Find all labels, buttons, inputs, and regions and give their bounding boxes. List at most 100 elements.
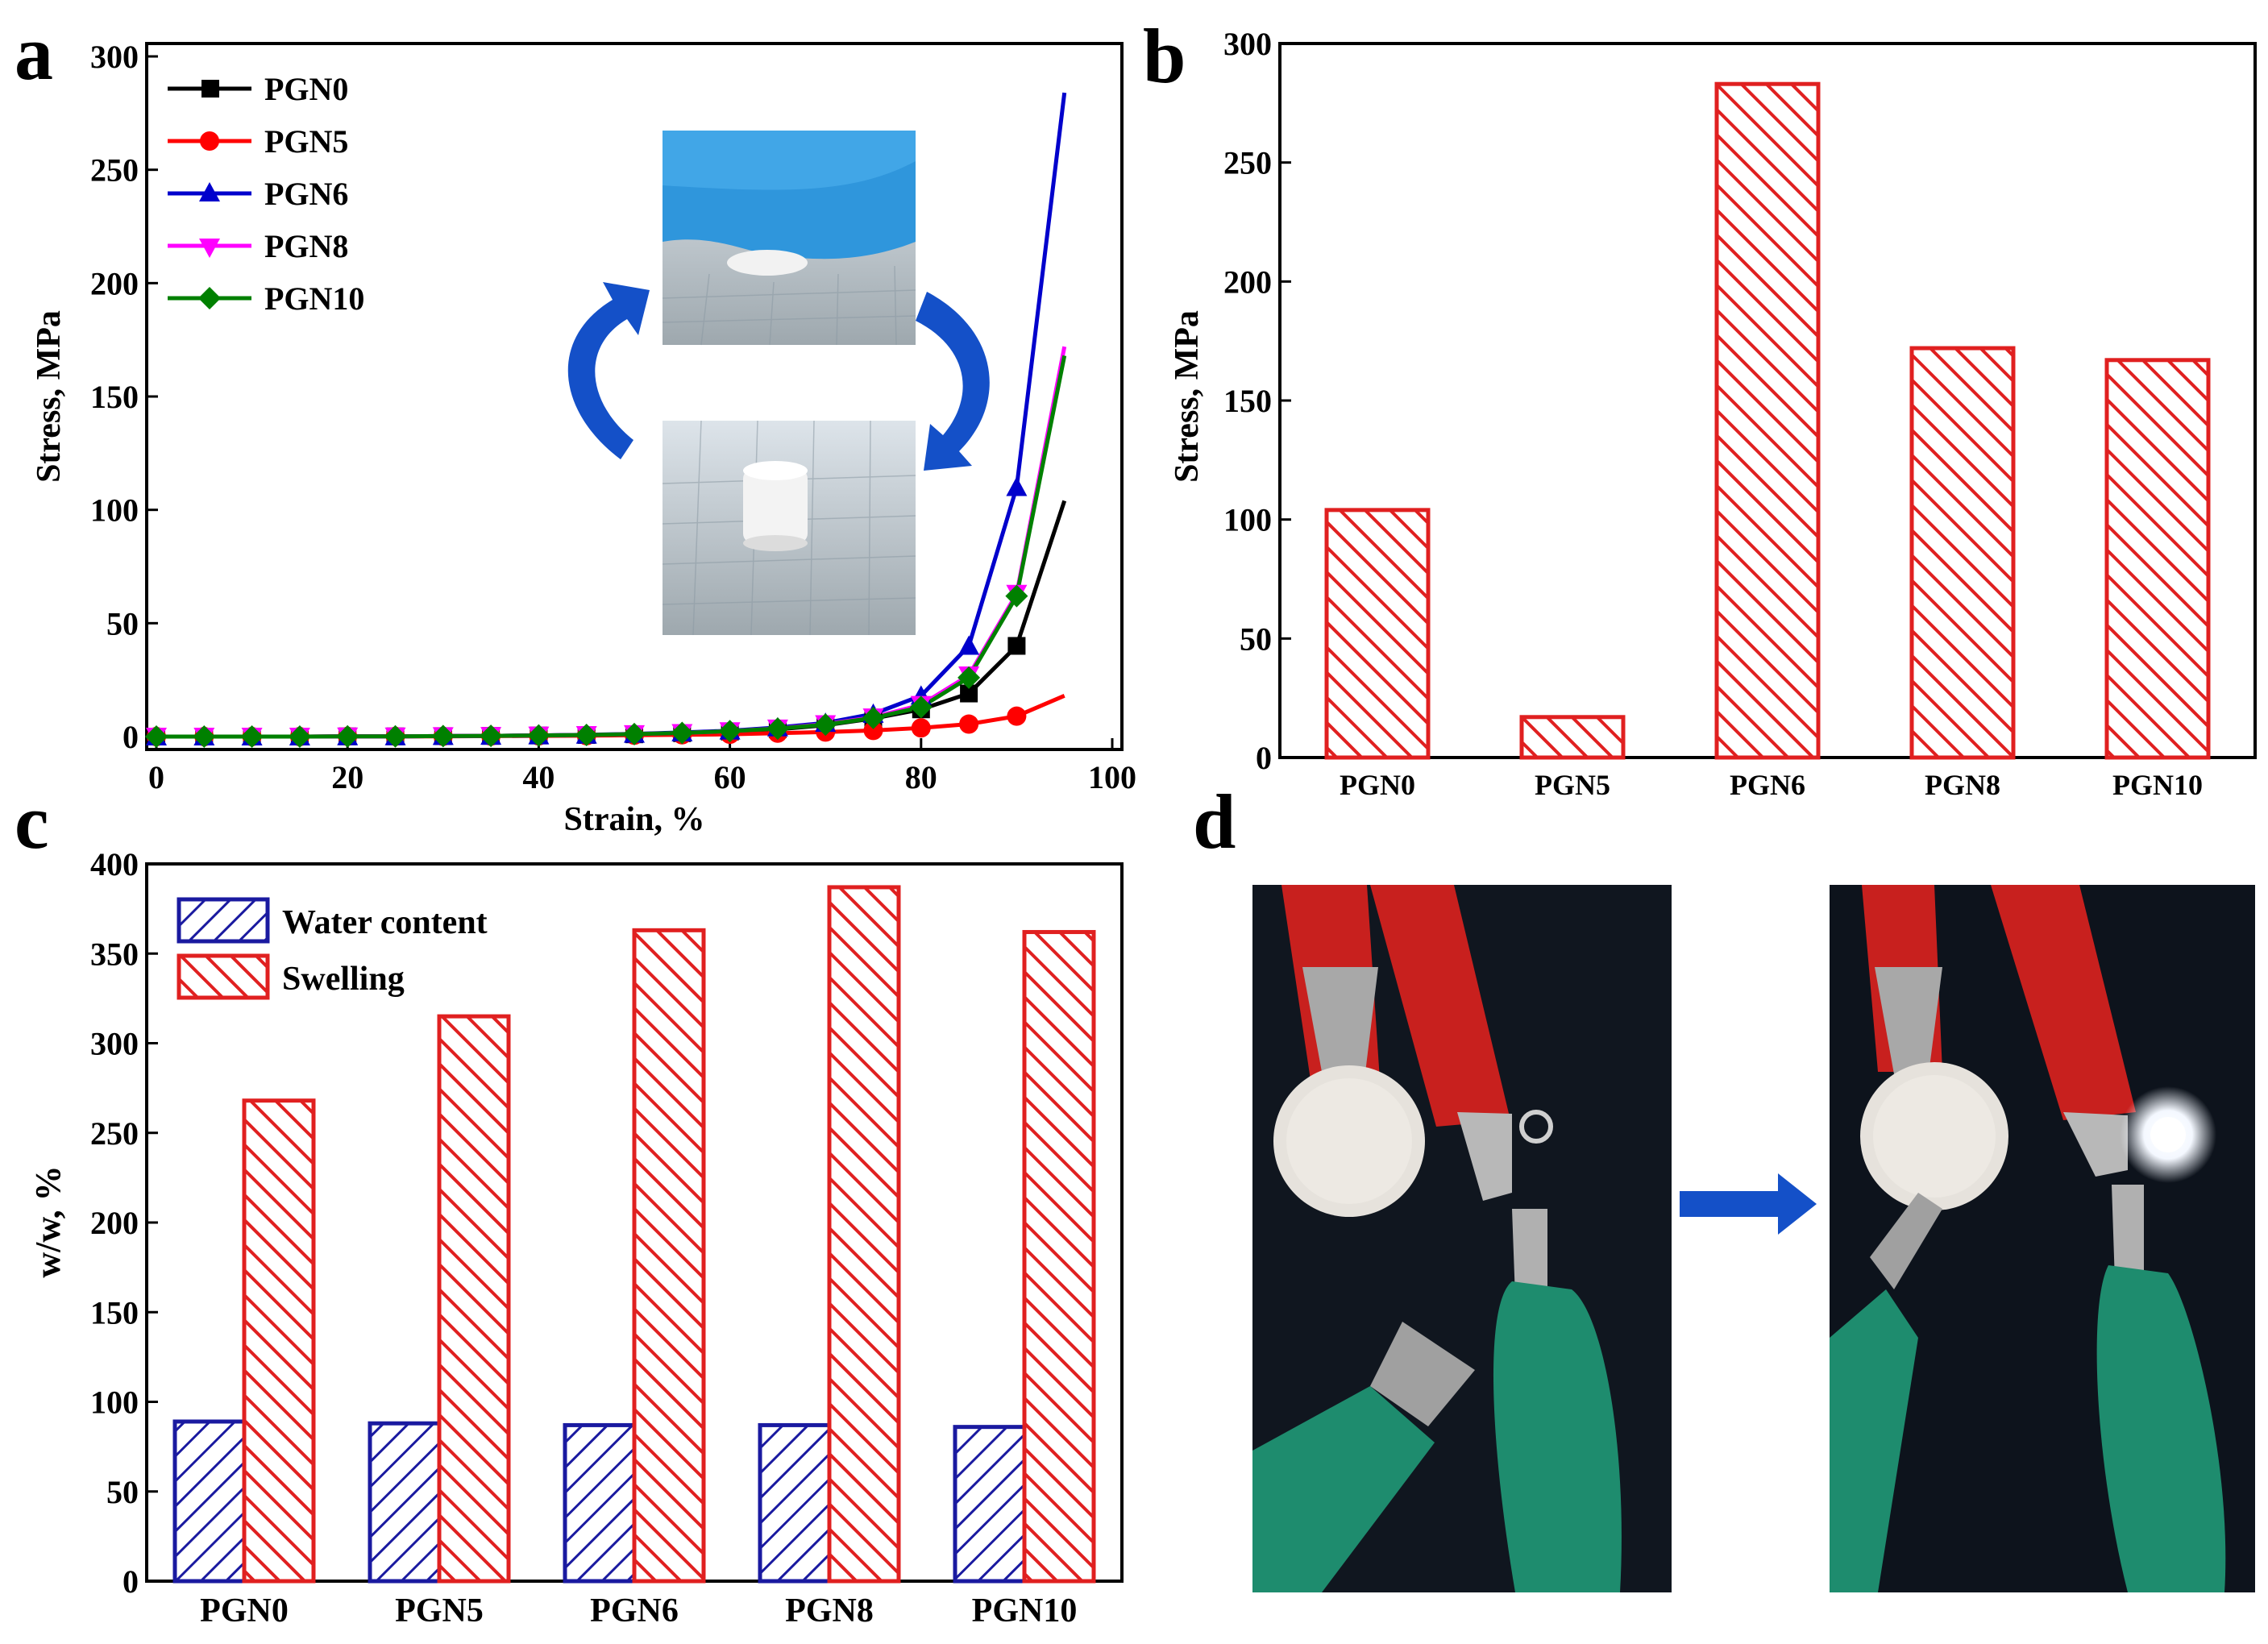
legend-label-pgn6: PGN6: [264, 176, 348, 212]
state-change-arrow: [1680, 1173, 1817, 1235]
data-point-pgn10: [431, 724, 455, 748]
data-point-pgn10: [623, 722, 646, 745]
data-point-pgn10: [1005, 584, 1028, 608]
data-point-pgn10: [814, 713, 837, 737]
data-point-pgn10: [480, 724, 503, 748]
legend-swatch-water: [177, 897, 270, 944]
x-tick-label-b: PGN0: [1340, 769, 1415, 801]
y-tick-label-a: 300: [90, 39, 139, 75]
data-point-pgn6: [1006, 476, 1028, 496]
bar-pgn10: [2104, 358, 2211, 760]
x-tick-label-a: 0: [148, 759, 164, 795]
data-point-pgn10: [145, 725, 168, 748]
y-tick-label-c: 100: [90, 1385, 139, 1421]
x-tick-label-c: PGN0: [200, 1592, 289, 1629]
y-tick-label-c: 0: [123, 1563, 139, 1600]
panel-label-d: d: [1193, 778, 1236, 865]
bar-pgn0: [1324, 508, 1431, 760]
data-point-pgn5: [863, 720, 883, 741]
data-point-pgn10: [527, 724, 550, 747]
data-point-pgn0: [1007, 637, 1026, 655]
y-axis-label-c: w/w, %: [28, 1165, 68, 1277]
panel-d-circuit-photos: [1252, 885, 2255, 1592]
x-tick-label-b: PGN6: [1730, 769, 1805, 801]
bar-water-content-pgn10: [953, 1425, 1027, 1584]
bar-swelling-pgn6: [632, 928, 706, 1584]
legend-marker-pgn10: [198, 287, 221, 309]
y-tick-label-a: 50: [106, 605, 139, 641]
bar-pgn5: [1519, 715, 1626, 760]
bar-swelling-pgn5: [437, 1014, 511, 1584]
x-tick-label-a: 100: [1088, 759, 1136, 795]
y-tick-label-a: 100: [90, 492, 139, 529]
data-point-pgn10: [671, 721, 694, 745]
data-point-pgn10: [909, 695, 933, 719]
panel-label-b: b: [1143, 13, 1186, 99]
bar-water-content-pgn6: [563, 1422, 637, 1584]
legend-marker-pgn5: [200, 131, 219, 151]
legend-marker-pgn6: [199, 182, 220, 201]
x-tick-label-c: PGN5: [395, 1592, 484, 1629]
x-tick-label-a: 40: [522, 759, 555, 795]
data-point-pgn5: [959, 714, 979, 734]
y-tick-label-a: 250: [90, 152, 139, 189]
legend-swatch-swelling: [177, 953, 270, 1000]
panel-a-line-chart: 0 20 40 60 80 100 0 50 100 150 200 250 300: [31, 39, 1136, 838]
inset-bottom-photo: [662, 420, 916, 636]
y-tick-label-c: 200: [90, 1205, 139, 1241]
cycle-arrow-right: [916, 292, 990, 471]
data-point-pgn5: [1007, 706, 1027, 726]
circuit-on-led-photo: [1830, 885, 2255, 1592]
cycle-arrow-left: [567, 282, 650, 459]
plot-frame-a: [145, 42, 1124, 751]
bar-water-content-pgn8: [758, 1422, 832, 1584]
legend-label-pgn0: PGN0: [264, 71, 348, 107]
legend-label-water: Water content: [282, 904, 488, 941]
x-tick-label-a: 20: [331, 759, 363, 795]
cycle-arrows: [567, 282, 990, 471]
bar-water-content-pgn0: [172, 1419, 247, 1584]
x-tick-label-b: PGN10: [2112, 769, 2203, 801]
panel-c-grouped-bar-chart: 0 50 100 150 200 250 300 350 400 PGN0 PGN5 PGN6 PGN8…: [28, 846, 1124, 1629]
y-tick-label-a: 150: [90, 379, 139, 415]
panel-label-c: c: [15, 778, 49, 865]
y-tick-label-c: 350: [90, 936, 139, 972]
y-tick-label-c: 150: [90, 1294, 139, 1331]
x-tick-label-b: PGN8: [1925, 769, 2000, 801]
legend-marker-pgn8: [199, 239, 220, 258]
data-point-pgn10: [718, 720, 741, 743]
data-point-pgn10: [336, 724, 359, 748]
y-tick-label-b: 150: [1223, 383, 1272, 419]
y-tick-label-b: 300: [1223, 26, 1272, 62]
bar-pgn6: [1714, 81, 1821, 760]
x-tick-label-c: PGN6: [590, 1592, 679, 1629]
legend-a: PGN0 PGN5 PGN6 PGN8 PGN10: [168, 71, 364, 317]
data-point-pgn10: [575, 724, 598, 747]
legend-marker-pgn0: [201, 80, 219, 98]
data-point-pgn10: [766, 717, 789, 741]
data-point-pgn10: [288, 725, 311, 748]
bar-water-content-pgn5: [368, 1421, 442, 1584]
y-tick-label-c: 400: [90, 846, 139, 882]
y-tick-label-c: 250: [90, 1115, 139, 1152]
inset-top-photo: [662, 131, 916, 346]
y-tick-label-b: 0: [1256, 740, 1272, 776]
data-point-pgn6: [958, 635, 980, 655]
circuit-off-photo: [1252, 885, 1672, 1592]
x-tick-label-c: PGN8: [785, 1592, 874, 1629]
y-tick-label-b: 200: [1223, 264, 1272, 300]
panel-label-a: a: [15, 10, 53, 96]
x-tick-label-a: 60: [714, 759, 746, 795]
data-point-pgn5: [911, 718, 931, 738]
bar-swelling-pgn10: [1022, 930, 1096, 1584]
data-point-pgn10: [957, 666, 981, 689]
legend-label-pgn10: PGN10: [264, 280, 364, 317]
legend-label-swelling: Swelling: [282, 961, 405, 998]
y-tick-label-c: 300: [90, 1026, 139, 1062]
bar-swelling-pgn0: [242, 1098, 316, 1584]
legend-label-pgn5: PGN5: [264, 123, 348, 160]
data-point-pgn0: [960, 684, 978, 703]
y-tick-label-b: 100: [1223, 502, 1272, 538]
